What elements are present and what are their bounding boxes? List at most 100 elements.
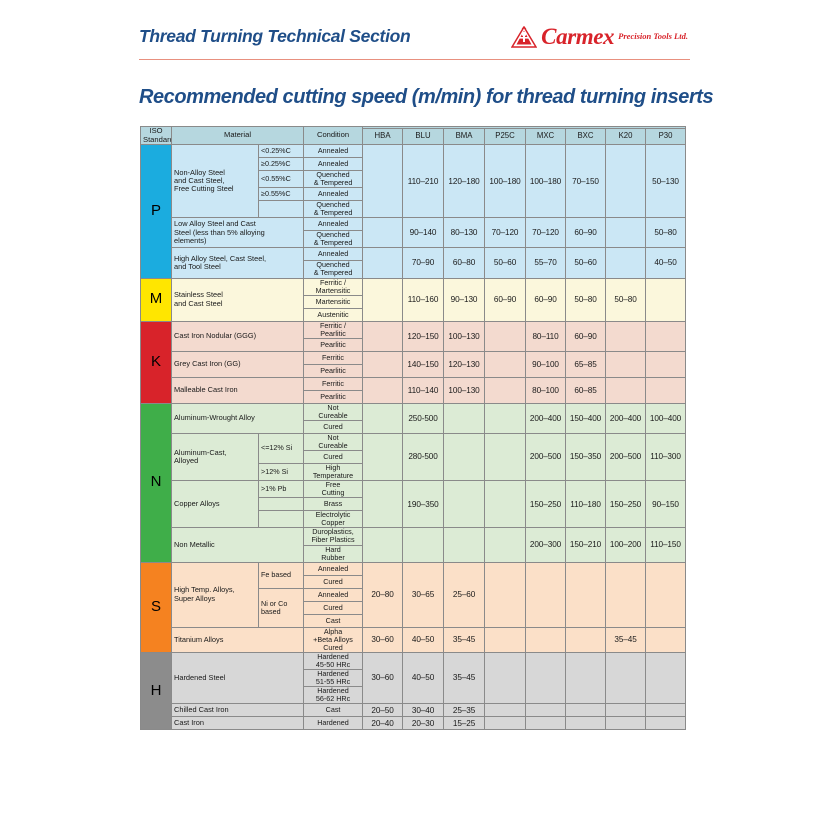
iso-standard-cell-H: H: [140, 651, 172, 731]
value-cell-K20: [605, 561, 647, 628]
material-name-cell: Chilled Cast Iron: [170, 703, 305, 718]
value-cell-BXC: 150–350: [565, 432, 607, 482]
material-name-cell: Cast Iron Nodular (GGG): [170, 320, 305, 352]
value-cell-HBA: 20–80: [362, 561, 404, 628]
table-row: Brass: [141, 497, 686, 512]
value-cell-HBA: [362, 143, 404, 219]
condition-cell: Alpha +Beta Alloys Cured: [303, 626, 364, 653]
value-cell-P25C: [484, 350, 527, 378]
value-cell-BLU: 40–50: [402, 651, 445, 705]
table-row: ≥0.25%C Annealed: [141, 157, 686, 171]
value-cell-BLU: 30–40: [402, 703, 445, 718]
value-cell-HBA: 20–50: [362, 703, 404, 718]
page-header: Thread Turning Technical Section Carmex …: [139, 14, 690, 60]
material-name-cell: Cast Iron: [170, 716, 305, 731]
condition-cell: Ferritic / Pearlitic: [303, 320, 364, 339]
value-cell-P30: 110–150: [645, 527, 687, 563]
col-header-iso-standard: ISO Standard: [140, 126, 172, 145]
condition-cell: Annealed: [303, 587, 364, 602]
iso-standard-cell-K: K: [140, 320, 172, 404]
value-cell-HBA: [362, 402, 404, 434]
value-cell-MXC: 150–250: [525, 480, 567, 529]
condition-cell: Hardened: [303, 716, 364, 731]
condition-cell: Annealed: [303, 187, 364, 202]
value-cell-MXC: 80–100: [525, 376, 567, 404]
carmex-triangle-logo-icon: [511, 25, 538, 48]
value-cell-BLU: 140–150: [402, 350, 445, 378]
value-cell-MXC: [525, 651, 567, 705]
value-cell-K20: [605, 350, 647, 378]
value-cell-BMA: [443, 527, 486, 563]
material-name-cell: Low Alloy Steel and Cast Steel (less than…: [170, 217, 305, 249]
value-cell-HBA: [362, 217, 404, 249]
value-cell-BMA: [443, 480, 486, 529]
value-cell-P30: 40–50: [645, 247, 687, 279]
value-cell-BLU: 250-500: [402, 402, 445, 434]
condition-cell: Pearlitic: [303, 337, 364, 352]
condition-cell: Annealed: [303, 157, 364, 171]
value-cell-MXC: 60–90: [525, 277, 567, 322]
table-row: Quenched & Tempered: [141, 230, 686, 249]
condition-cell: Cast: [303, 613, 364, 628]
col-header-grade-4: MXC: [525, 127, 567, 146]
material-name-cell: High Temp. Alloys, Super Alloys: [171, 561, 259, 628]
value-cell-BMA: 15–25: [443, 716, 486, 731]
sub-material-cell: <0.25%C: [257, 144, 305, 158]
table-row: Malleable Cast Iron Ferritic 110–140 100–13…: [141, 376, 687, 404]
table-row: High Alloy Steel, Cast Steel, and Tool St…: [141, 247, 687, 279]
condition-cell: Hardened 45-50 HRc: [303, 651, 364, 670]
value-cell-P30: [645, 376, 687, 404]
sub-material-cell: [257, 497, 305, 512]
table-head-row: ISO Standard Material Condition: [140, 126, 687, 145]
value-cell-P30: 110–300: [645, 432, 687, 482]
value-cell-BXC: [565, 651, 607, 705]
condition-cell: Brass: [303, 497, 364, 512]
value-cell-P25C: [484, 376, 527, 404]
value-cell-HBA: 30–60: [362, 626, 404, 653]
value-cell-BLU: 70–90: [402, 247, 445, 279]
table-row: K Cast Iron Nodular (GGG) Ferritic / Pearli…: [140, 320, 687, 404]
value-cell-P30: [645, 350, 687, 378]
value-cell-BXC: 60–90: [565, 320, 607, 352]
table-row: Hardened 56-62 HRc: [141, 686, 686, 705]
value-cell-HBA: [362, 247, 404, 279]
material-name-cell: Hardened Steel: [170, 651, 305, 705]
value-cell-K20: 35–45: [605, 626, 647, 653]
value-cell-K20: [605, 703, 647, 718]
value-cell-HBA: [362, 376, 404, 404]
value-cell-BXC: 60–90: [565, 217, 607, 249]
condition-cell: Austenitic: [303, 307, 364, 322]
page-title: Thread Turning Technical Section: [139, 26, 411, 46]
brand-logo: Carmex Precision Tools Ltd.: [511, 25, 690, 48]
value-cell-BMA: 100–130: [443, 320, 486, 352]
material-name-cell: Aluminum-Cast, Alloyed: [171, 432, 259, 482]
sub-material-cell: >1% Pb: [257, 480, 305, 499]
value-cell-BMA: 35–45: [443, 626, 486, 653]
condition-cell: Quenched & Tempered: [303, 200, 364, 219]
value-cell-P25C: [484, 561, 527, 628]
condition-cell: Cured: [303, 450, 364, 464]
col-header-grade-5: BXC: [565, 127, 607, 146]
value-cell-P30: 90–150: [645, 480, 687, 529]
value-cell-BMA: 25–60: [443, 561, 486, 628]
value-cell-P25C: [484, 480, 527, 529]
material-name-cell: Non Metallic: [170, 527, 305, 563]
cutting-speed-table: ISO Standard Material Condition HBA BLU B…: [140, 126, 687, 731]
value-cell-BLU: 110–140: [402, 376, 445, 404]
table-row: Aluminum-Cast, Alloyed <=12% Si Not Cureable…: [141, 432, 687, 482]
condition-cell: Cured: [303, 419, 364, 434]
sub-material-cell: [257, 510, 305, 529]
value-cell-MXC: 100–180: [525, 143, 567, 219]
table-row: Cured: [141, 450, 686, 464]
value-cell-P25C: 70–120: [484, 217, 527, 249]
value-cell-BLU: [402, 527, 445, 563]
value-cell-BXC: [565, 703, 607, 718]
table-row: Cast: [141, 613, 686, 628]
table-row: <0.55%C Quenched & Tempered: [141, 169, 686, 189]
value-cell-P25C: [484, 651, 527, 705]
value-cell-BMA: 120–180: [443, 143, 486, 219]
value-cell-K20: [605, 716, 647, 731]
condition-cell: Hardened 51-55 HRc: [303, 668, 364, 688]
value-cell-P25C: [484, 716, 527, 731]
value-cell-BLU: 110–160: [402, 277, 445, 322]
